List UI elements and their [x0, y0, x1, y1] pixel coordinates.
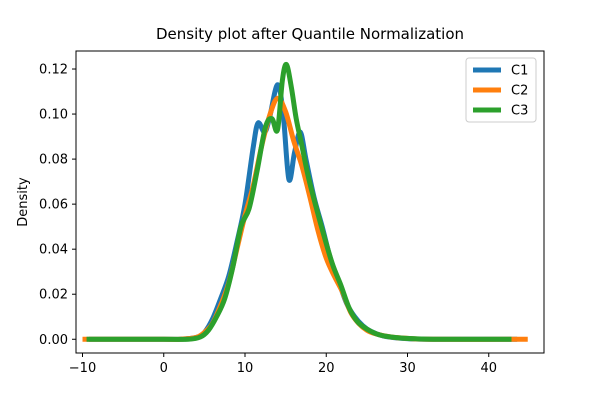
series-line-c2: [82, 95, 528, 342]
y-tick-label: 0.02: [39, 288, 68, 303]
x-axis-ticks: −10 0 10 20 30 40: [69, 353, 497, 376]
y-tick-label: 0.00: [39, 333, 68, 348]
plot-lines: [82, 61, 528, 342]
legend-label-c3: C3: [511, 104, 528, 119]
y-axis-ticks: 0.00 0.02 0.04 0.06 0.08 0.10 0.12: [39, 63, 76, 348]
x-tick-label: −10: [69, 361, 96, 376]
y-tick-label: 0.06: [39, 198, 68, 213]
axes-frame: [75, 50, 545, 354]
y-tick-label: 0.04: [39, 243, 68, 258]
legend: C1 C2 C3: [465, 57, 537, 123]
series-line-c3: [86, 61, 512, 342]
legend-label-c1: C1: [511, 64, 528, 79]
x-tick-label: 10: [237, 361, 254, 376]
series-line-c1: [89, 82, 518, 342]
chart-title: Density plot after Quantile Normalizatio…: [156, 25, 464, 43]
y-tick-label: 0.12: [39, 63, 68, 78]
y-tick-label: 0.08: [39, 153, 68, 168]
x-tick-label: 0: [160, 361, 168, 376]
x-tick-label: 40: [480, 361, 497, 376]
x-tick-label: 20: [318, 361, 335, 376]
x-tick-label: 30: [399, 361, 416, 376]
y-axis-label: Density: [16, 177, 31, 227]
y-tick-label: 0.10: [39, 108, 68, 123]
legend-label-c2: C2: [511, 84, 528, 99]
